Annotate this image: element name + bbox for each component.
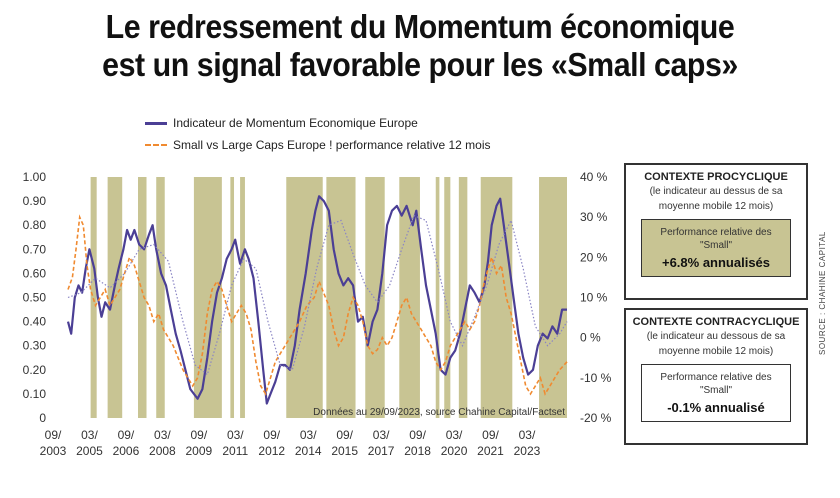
y-tick-left-1: 0.10 xyxy=(23,387,47,401)
shaded-period-15 xyxy=(539,177,567,418)
x-tick-bottom-9: 2017 xyxy=(368,444,395,458)
box-contra-title: CONTEXTE CONTRACYCLIQUE xyxy=(632,316,800,328)
x-tick-top-8: 09/ xyxy=(336,428,353,442)
y-tick-right-3: 10 % xyxy=(580,291,608,305)
box-contracyclique: CONTEXTE CONTRACYCLIQUE (le indicateur a… xyxy=(624,308,808,445)
box-pro-value: +6.8% annualisés xyxy=(661,255,771,270)
x-tick-top-7: 03/ xyxy=(300,428,317,442)
x-tick-top-13: 03/ xyxy=(519,428,536,442)
shaded-period-11 xyxy=(435,177,440,418)
shaded-period-9 xyxy=(365,177,385,418)
shaded-period-8 xyxy=(326,177,356,418)
series-line-2 xyxy=(67,214,568,376)
x-tick-top-12: 09/ xyxy=(482,428,499,442)
box-contra-subtitle-1: (le indicateur au dessous de sa xyxy=(646,331,786,342)
x-tick-bottom-5: 2011 xyxy=(222,444,248,458)
y-tick-right-6: 40 % xyxy=(580,170,608,184)
shaded-period-14 xyxy=(480,177,513,418)
series-line-0 xyxy=(66,195,567,405)
x-tick-top-1: 03/ xyxy=(81,428,98,442)
x-tick-top-0: 09/ xyxy=(45,428,62,442)
side-source: SOURCE : CHAHINE CAPITAL xyxy=(818,231,827,355)
x-tick-top-9: 03/ xyxy=(373,428,390,442)
x-tick-top-4: 09/ xyxy=(190,428,207,442)
box-contra-inner: Performance relative des "Small" -0.1% a… xyxy=(641,364,791,422)
y-tick-right-5: 30 % xyxy=(580,210,608,224)
x-tick-top-2: 09/ xyxy=(118,428,135,442)
x-tick-top-6: 09/ xyxy=(263,428,280,442)
box-pro-title: CONTEXTE PROCYCLIQUE xyxy=(644,171,788,183)
y-tick-left-0: 0 xyxy=(39,411,46,425)
shaded-period-12 xyxy=(444,177,451,418)
x-tick-bottom-10: 2018 xyxy=(404,444,431,458)
x-tick-bottom-0: 2003 xyxy=(40,444,67,458)
x-tick-bottom-1: 2005 xyxy=(76,444,103,458)
x-tick-bottom-4: 2009 xyxy=(185,444,212,458)
legend-swatch-momentum xyxy=(145,121,167,125)
x-tick-bottom-12: 2021 xyxy=(477,444,504,458)
title-line-1: Le redressement du Momentum économique xyxy=(105,8,735,45)
x-tick-top-11: 03/ xyxy=(446,428,463,442)
shaded-period-6 xyxy=(240,177,245,418)
shaded-period-5 xyxy=(230,177,235,418)
legend-item-momentum: Indicateur de Momentum Economique Europe xyxy=(145,112,490,134)
box-pro-label-2: "Small" xyxy=(699,240,733,251)
source-note: Données au 29/09/2023, source Chahine Ca… xyxy=(313,407,565,418)
shaded-period-3 xyxy=(156,177,165,418)
shaded-period-2 xyxy=(138,177,147,418)
x-tick-top-10: 09/ xyxy=(409,428,426,442)
legend-label-momentum: Indicateur de Momentum Economique Europe xyxy=(173,116,418,130)
y-tick-left-2: 0.20 xyxy=(23,363,47,377)
legend-item-smallcaps: Small vs Large Caps Europe ! performance… xyxy=(145,134,490,156)
y-tick-right-0: -20 % xyxy=(580,411,612,425)
y-tick-left-5: 0.50 xyxy=(23,291,47,305)
x-tick-bottom-13: 2023 xyxy=(514,444,541,458)
box-pro-label-1: Performance relative des xyxy=(660,227,772,238)
x-tick-top-3: 03/ xyxy=(154,428,171,442)
shaded-period-0 xyxy=(90,177,97,418)
box-contra-label-2: "Small" xyxy=(699,385,733,396)
axes: 0 0.10 0.20 0.30 0.40 0.50 0.60 0.70 0.80 0.90 1.0… xyxy=(23,170,612,458)
y-tick-left-3: 0.30 xyxy=(23,339,47,353)
y-tick-left-10: 1.00 xyxy=(23,170,47,184)
x-tick-top-5: 03/ xyxy=(227,428,244,442)
y-tick-left-7: 0.70 xyxy=(23,242,47,256)
box-contra-label-1: Performance relative des xyxy=(660,372,772,383)
chart-plot: 0 0.10 0.20 0.30 0.40 0.50 0.60 0.70 0.80 0.90 1.0… xyxy=(23,170,612,458)
box-pro-inner: Performance relative des "Small" +6.8% a… xyxy=(641,219,791,277)
chart-title: Le redressement du Momentum économique e… xyxy=(34,8,807,84)
box-pro-subtitle-1: (le indicateur au dessus de sa xyxy=(649,186,783,197)
box-contra-subtitle-2: moyenne mobile 12 mois) xyxy=(658,346,774,357)
shaded-period-10 xyxy=(399,177,420,418)
y-tick-left-9: 0.90 xyxy=(23,194,47,208)
y-tick-left-4: 0.40 xyxy=(23,315,47,329)
series-line-1 xyxy=(67,214,568,396)
box-pro-subtitle-2: moyenne mobile 12 mois) xyxy=(658,201,774,212)
box-contra-value: -0.1% annualisé xyxy=(667,400,765,415)
shaded-period-4 xyxy=(193,177,222,418)
x-tick-bottom-11: 2020 xyxy=(441,444,468,458)
x-tick-bottom-2: 2006 xyxy=(113,444,140,458)
legend-label-smallcaps: Small vs Large Caps Europe ! performance… xyxy=(173,138,491,152)
box-procyclique: CONTEXTE PROCYCLIQUE (le indicateur au d… xyxy=(624,163,808,300)
title-line-2: est un signal favorable pour les «Small … xyxy=(102,46,738,83)
y-tick-right-4: 20 % xyxy=(580,250,608,264)
shaded-period-13 xyxy=(458,177,468,418)
y-tick-right-2: 0 % xyxy=(580,331,601,345)
legend-swatch-smallcaps xyxy=(145,144,167,146)
legend: Indicateur de Momentum Economique Europe… xyxy=(145,112,490,156)
shaded-period-7 xyxy=(286,177,323,418)
x-tick-bottom-3: 2008 xyxy=(149,444,176,458)
x-tick-bottom-7: 2014 xyxy=(295,444,322,458)
series-lines xyxy=(66,195,568,405)
x-tick-bottom-8: 2015 xyxy=(331,444,358,458)
y-tick-right-1: -10 % xyxy=(580,371,612,385)
y-tick-left-8: 0.80 xyxy=(23,218,47,232)
x-tick-bottom-6: 2012 xyxy=(258,444,285,458)
y-tick-left-6: 0.60 xyxy=(23,266,47,280)
